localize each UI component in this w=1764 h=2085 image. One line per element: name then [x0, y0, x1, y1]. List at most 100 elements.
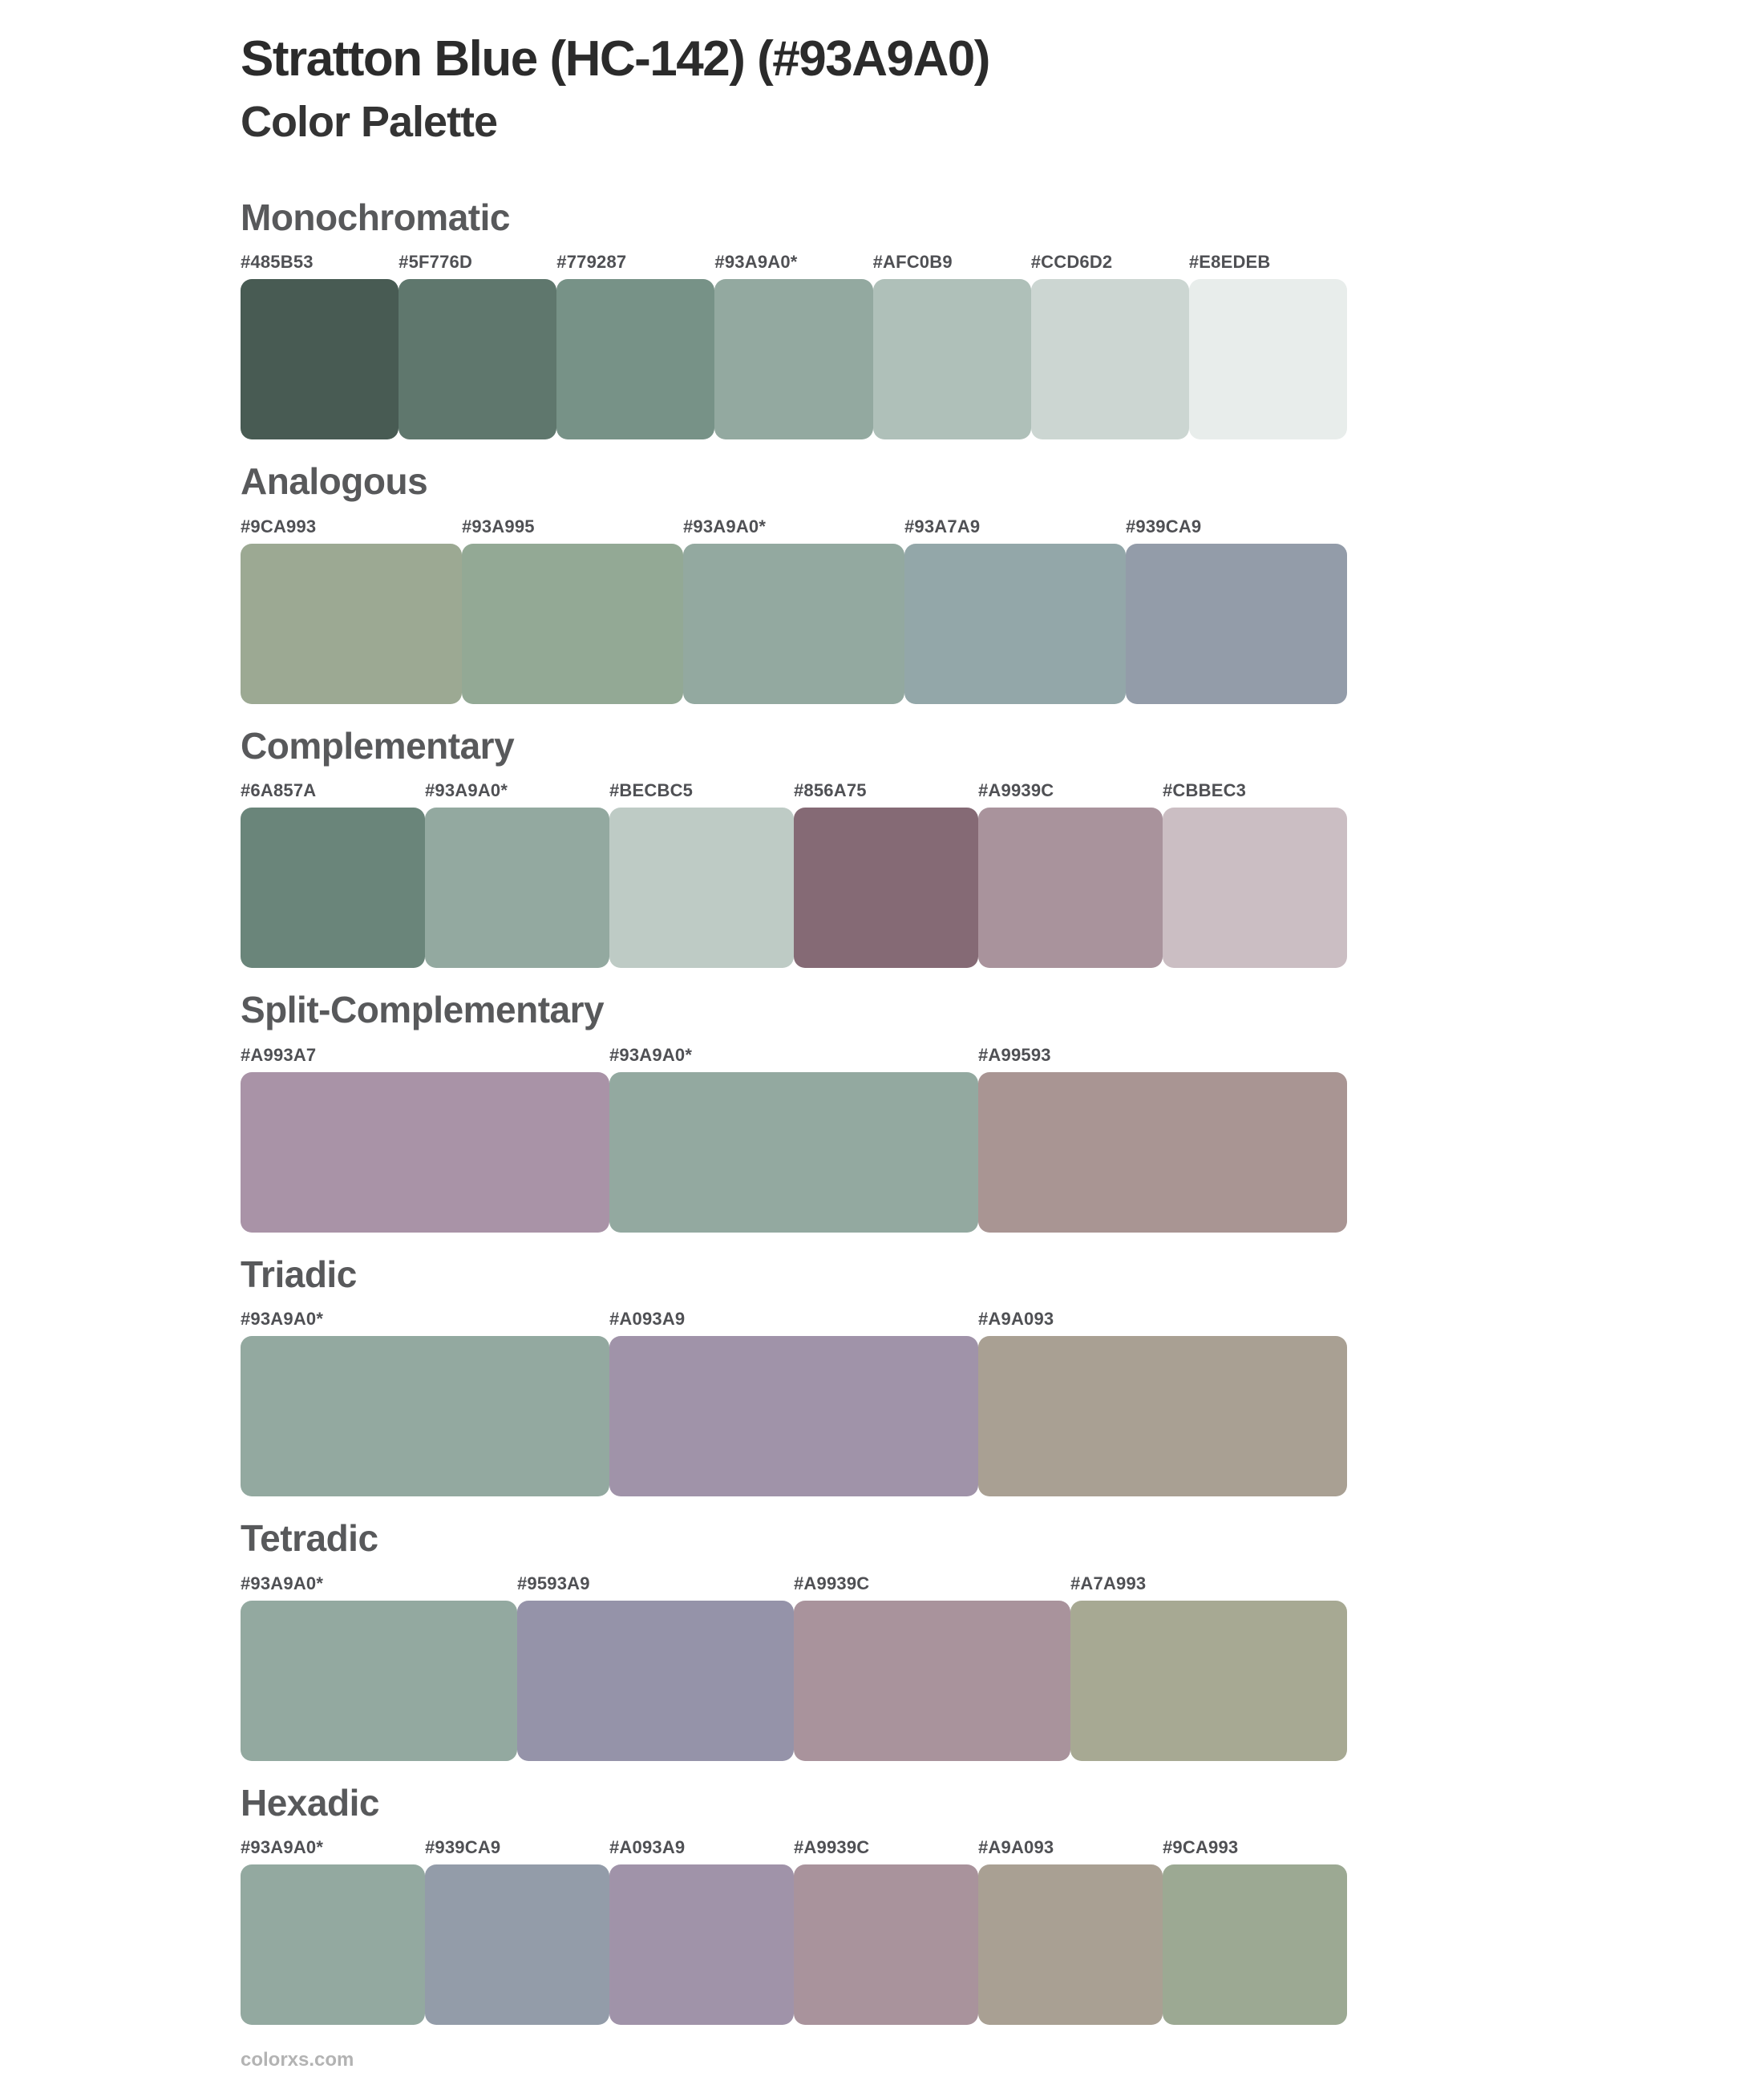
color-swatch-a7a993[interactable] [1070, 1600, 1347, 1761]
color-swatch-a993a7[interactable] [241, 1071, 609, 1233]
hex-label-cell: #A9A093 [978, 1309, 1347, 1330]
hex-label: #93A9A0* [241, 1309, 324, 1330]
section-heading-hexadic: Hexadic [241, 1781, 379, 1824]
color-swatch-9ca993[interactable] [1163, 1864, 1347, 2026]
color-swatch-e8edeb[interactable] [1188, 279, 1347, 440]
color-swatch-a9939c[interactable] [794, 1600, 1070, 1761]
hex-label-cell: #856A75 [794, 780, 978, 801]
hex-label: #939CA9 [1126, 516, 1202, 536]
color-swatch-ccd6d2[interactable] [1030, 279, 1189, 440]
color-swatch-93a9a0[interactable] [241, 1600, 517, 1761]
section-hexadic: Hexadic #93A9A0* #939CA9 #A093A9 #A9939C #A9… [241, 1780, 1764, 2026]
color-swatch-a9939c[interactable] [794, 1864, 978, 2026]
hex-label-cell: #AFC0B9 [873, 252, 1031, 273]
hex-label-cell: #93A9A0* [714, 252, 872, 273]
hex-labels-row: #93A9A0* #A093A9 #A9A093 [241, 1309, 1347, 1330]
hex-label-cell: #5F776D [399, 252, 556, 273]
section-heading-split-complementary: Split-Complementary [241, 989, 605, 1031]
hex-label: #93A7A9 [904, 516, 981, 536]
hex-labels-row: #A993A7 #93A9A0* #A99593 [241, 1045, 1347, 1066]
hex-label: #A993A7 [241, 1044, 317, 1065]
color-swatch-939ca9[interactable] [425, 1864, 609, 2026]
hex-label-cell: #9593A9 [517, 1573, 794, 1594]
section-monochromatic: Monochromatic #485B53 #5F776D #779287 #93A9… [241, 195, 1764, 440]
hex-label: #BECBC5 [609, 780, 694, 801]
color-swatch-93a9a0[interactable] [425, 808, 609, 969]
hex-label: #779287 [556, 252, 627, 273]
hex-label-cell: #93A9A0* [241, 1573, 517, 1594]
hex-label: #856A75 [794, 780, 867, 801]
hex-labels-row: #6A857A #93A9A0* #BECBC5 #856A75 #A9939C #CBB… [241, 780, 1347, 801]
section-triadic: Triadic #93A9A0* #A093A9 #A9A093 [241, 1252, 1764, 1497]
section-heading-complementary: Complementary [241, 724, 515, 767]
hex-label: #5F776D [399, 252, 473, 273]
color-swatch-939ca9[interactable] [1126, 543, 1347, 704]
color-swatch-9ca993[interactable] [241, 543, 462, 704]
color-swatch-a9a093[interactable] [978, 1336, 1347, 1497]
color-swatch-a093a9[interactable] [609, 1864, 794, 2026]
hex-label: #A9939C [794, 1837, 870, 1858]
hex-label: #A99593 [978, 1044, 1051, 1065]
hex-label: #9CA993 [241, 516, 317, 536]
color-swatch-6a857a[interactable] [241, 808, 425, 969]
hex-label-cell: #93A995 [462, 516, 683, 537]
hex-labels-row: #93A9A0* #9593A9 #A9939C #A7A993 [241, 1573, 1347, 1594]
color-swatch-779287[interactable] [556, 279, 715, 440]
hex-label-cell: #93A9A0* [609, 1045, 978, 1066]
color-swatch-becbc5[interactable] [609, 808, 794, 969]
section-split-complementary: Split-Complementary #A993A7 #93A9A0* #A995… [241, 987, 1764, 1233]
color-swatch-a99593[interactable] [978, 1071, 1347, 1233]
color-swatch-485b53[interactable] [241, 279, 399, 440]
color-swatch-a9a093[interactable] [978, 1864, 1163, 2026]
color-swatch-cbbec3[interactable] [1163, 808, 1347, 969]
hex-label: #CBBEC3 [1163, 780, 1247, 801]
page-title: Stratton Blue (HC-142) (#93A9A0) [241, 31, 990, 87]
hex-label: #CCD6D2 [1030, 252, 1113, 273]
hex-label-cell: #A7A993 [1070, 1573, 1347, 1594]
page-subtitle: Color Palette [241, 98, 498, 147]
hex-label-cell: #6A857A [241, 780, 425, 801]
hex-label-cell: #939CA9 [425, 1837, 609, 1858]
hex-label-cell: #CBBEC3 [1163, 780, 1347, 801]
color-swatch-93a9a0[interactable] [683, 543, 904, 704]
color-swatch-a093a9[interactable] [609, 1336, 978, 1497]
color-swatch-5f776d[interactable] [399, 279, 557, 440]
hex-label: #93A9A0* [683, 516, 767, 536]
hex-label: #AFC0B9 [872, 252, 953, 273]
hex-label: #6A857A [241, 780, 317, 801]
hex-label-cell: #485B53 [241, 252, 399, 273]
hex-label-cell: #93A9A0* [241, 1837, 425, 1858]
color-swatch-9593a9[interactable] [517, 1600, 794, 1761]
hex-label: #A9A093 [978, 1837, 1054, 1858]
hex-label-cell: #93A9A0* [241, 1309, 609, 1330]
swatch-row [241, 1336, 1347, 1497]
footer-link[interactable]: colorxs.com [241, 2049, 354, 2071]
color-swatch-a9939c[interactable] [978, 808, 1163, 969]
hex-labels-row: #485B53 #5F776D #779287 #93A9A0* #AFC0B9 #CCD… [241, 252, 1347, 273]
hex-label-cell: #A093A9 [609, 1309, 978, 1330]
color-swatch-93a9a0[interactable] [241, 1864, 425, 2026]
hex-label: #93A9A0* [714, 252, 798, 273]
section-analogous: Analogous #9CA993 #93A995 #93A9A0* #93A7A9 #… [241, 459, 1764, 704]
hex-label: #A7A993 [1070, 1573, 1147, 1593]
section-heading-triadic: Triadic [241, 1253, 357, 1295]
hex-label: #93A9A0* [425, 780, 508, 801]
hex-label: #93A9A0* [241, 1573, 324, 1593]
color-swatch-afc0b9[interactable] [872, 279, 1031, 440]
color-swatch-856a75[interactable] [794, 808, 978, 969]
hex-label-cell: #9CA993 [241, 516, 462, 537]
hex-label: #A9A093 [978, 1309, 1054, 1330]
hex-label: #9593A9 [517, 1573, 590, 1593]
swatch-row [241, 1600, 1347, 1761]
palette-sections: Monochromatic #485B53 #5F776D #779287 #93A9… [241, 195, 1764, 2026]
color-swatch-93a7a9[interactable] [904, 543, 1126, 704]
hex-label: #A9939C [794, 1573, 870, 1593]
section-heading-monochromatic: Monochromatic [241, 196, 510, 238]
color-swatch-93a9a0[interactable] [714, 279, 873, 440]
hex-label: #485B53 [241, 252, 314, 273]
hex-label: #A093A9 [609, 1837, 686, 1858]
color-swatch-93a9a0[interactable] [241, 1336, 609, 1497]
color-swatch-93a9a0[interactable] [609, 1071, 978, 1233]
color-swatch-93a995[interactable] [462, 543, 683, 704]
hex-label: #A9939C [978, 780, 1054, 801]
